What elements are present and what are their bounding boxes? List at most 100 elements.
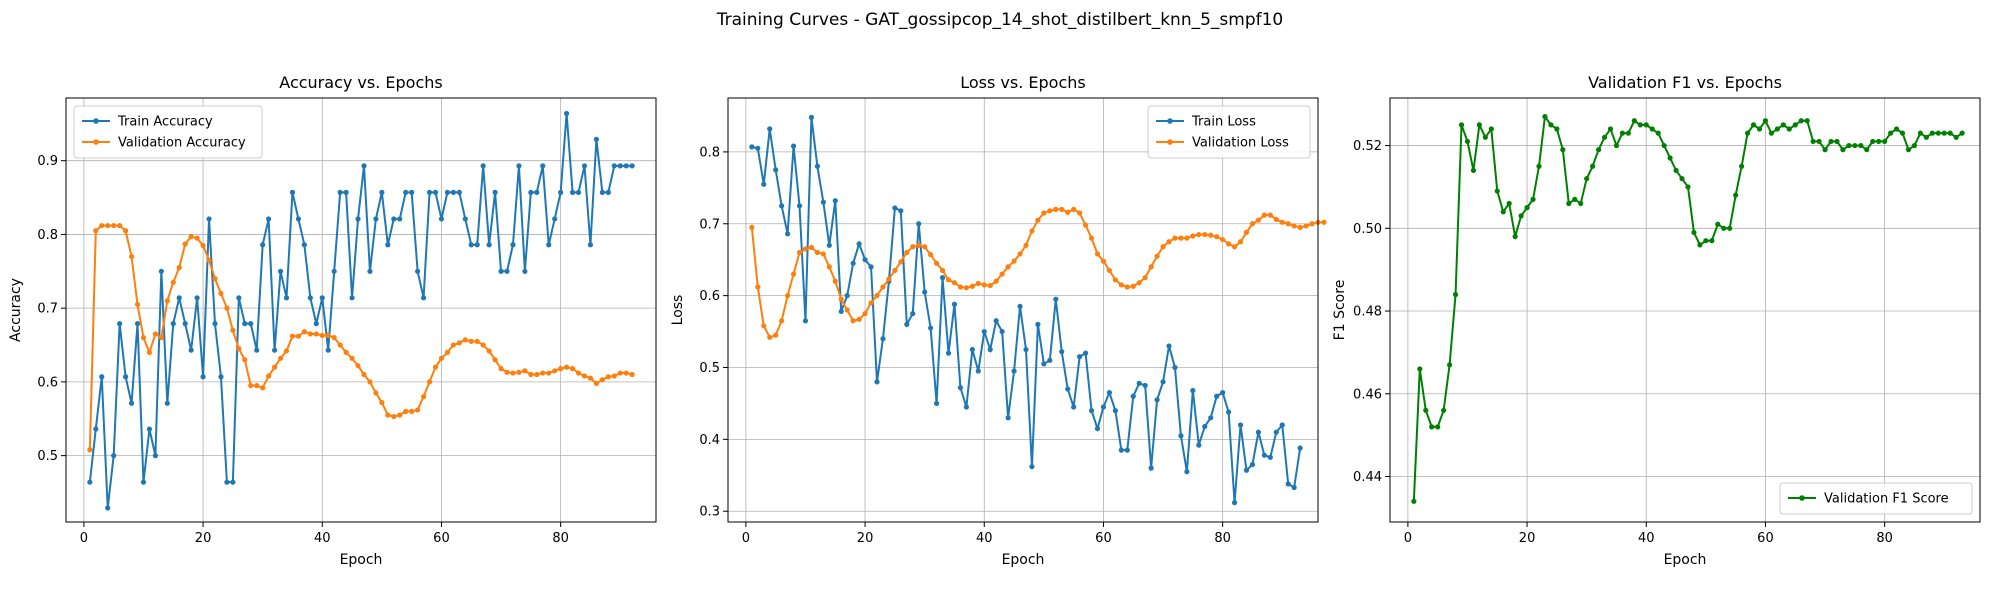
- data-point: [1506, 200, 1512, 207]
- data-point: [1607, 126, 1614, 132]
- data-point: [504, 369, 510, 375]
- data-point: [206, 216, 212, 222]
- data-point: [313, 331, 319, 337]
- data-point: [403, 408, 409, 414]
- data-point: [1023, 242, 1029, 248]
- data-point: [140, 479, 147, 485]
- data-point: [307, 295, 313, 301]
- data-point: [123, 228, 129, 234]
- data-point: [1011, 368, 1017, 374]
- data-point: [808, 244, 815, 251]
- data-point: [1756, 126, 1763, 132]
- data-point: [301, 329, 307, 335]
- x-tick-label: 80: [1214, 531, 1231, 546]
- data-point: [379, 399, 385, 406]
- data-point: [1530, 196, 1536, 202]
- data-point: [1214, 234, 1220, 240]
- data-point: [779, 203, 785, 209]
- data-point: [1166, 343, 1172, 349]
- data-point: [212, 321, 218, 327]
- x-tick-label: 0: [1404, 531, 1412, 546]
- data-point: [1154, 397, 1160, 403]
- data-point: [355, 363, 361, 369]
- data-point: [1041, 210, 1047, 216]
- data-point: [1035, 217, 1041, 223]
- data-point: [1750, 122, 1757, 128]
- data-point: [462, 337, 468, 343]
- data-point: [420, 295, 427, 301]
- data-point: [1810, 138, 1816, 145]
- data-point: [575, 189, 582, 195]
- data-point: [480, 163, 486, 169]
- data-point: [1047, 357, 1053, 363]
- y-tick-label: 0.7: [699, 217, 720, 232]
- data-point: [1595, 147, 1602, 153]
- data-point: [349, 295, 355, 301]
- data-point: [796, 249, 803, 256]
- data-point: [188, 347, 194, 353]
- data-point: [552, 368, 558, 374]
- data-point: [331, 335, 337, 341]
- data-point: [1786, 126, 1792, 132]
- data-point: [134, 301, 141, 308]
- data-point: [492, 357, 498, 363]
- data-point: [581, 373, 588, 379]
- data-point: [194, 295, 200, 301]
- data-point: [945, 277, 952, 283]
- data-point: [987, 346, 993, 353]
- data-point: [832, 198, 838, 204]
- series-line-accuracy-0: [88, 113, 633, 509]
- x-tick-label: 40: [976, 531, 993, 546]
- x-tick-label: 60: [433, 531, 450, 546]
- data-point: [1548, 122, 1554, 128]
- data-point: [1685, 184, 1691, 190]
- data-point: [1071, 404, 1077, 410]
- data-point: [1124, 447, 1130, 453]
- legend-label: Train Accuracy: [117, 115, 213, 130]
- data-point: [904, 249, 910, 256]
- data-point: [266, 216, 272, 222]
- x-tick-label: 20: [1519, 531, 1536, 546]
- data-point: [93, 426, 99, 432]
- data-point: [438, 216, 445, 222]
- data-point: [1697, 242, 1703, 248]
- x-tick-label: 80: [552, 531, 569, 546]
- legend: Validation F1 Score: [1779, 482, 1973, 515]
- data-point: [1249, 221, 1256, 227]
- data-point: [313, 321, 319, 327]
- data-point: [617, 370, 623, 376]
- data-point: [1208, 232, 1214, 238]
- data-point: [1231, 500, 1238, 506]
- data-point: [450, 189, 456, 195]
- data-point: [1888, 130, 1894, 136]
- data-point: [242, 321, 248, 327]
- data-point: [236, 295, 242, 301]
- data-point: [295, 216, 302, 222]
- data-point: [993, 278, 999, 284]
- data-point: [432, 189, 439, 195]
- data-point: [444, 349, 451, 355]
- x-tick-label: 20: [195, 531, 212, 546]
- data-point: [426, 379, 433, 385]
- data-point: [444, 189, 451, 195]
- legend-box: [1147, 105, 1311, 159]
- data-point: [814, 163, 820, 169]
- data-point: [224, 479, 230, 485]
- data-point: [868, 264, 874, 270]
- data-point: [993, 318, 999, 324]
- data-point: [1118, 447, 1124, 453]
- data-point: [1065, 386, 1071, 392]
- y-tick-label: 0.5: [699, 361, 720, 376]
- data-point: [1512, 233, 1518, 240]
- data-point: [415, 268, 421, 274]
- data-point: [1929, 130, 1935, 136]
- data-point: [182, 241, 188, 247]
- data-point: [933, 260, 940, 266]
- data-point: [391, 216, 397, 222]
- data-point: [1893, 126, 1900, 132]
- chart-title: Loss vs. Epochs: [960, 73, 1085, 92]
- data-point: [820, 199, 826, 205]
- data-point: [975, 280, 981, 287]
- x-tick-label: 60: [1757, 531, 1774, 546]
- data-point: [415, 407, 421, 413]
